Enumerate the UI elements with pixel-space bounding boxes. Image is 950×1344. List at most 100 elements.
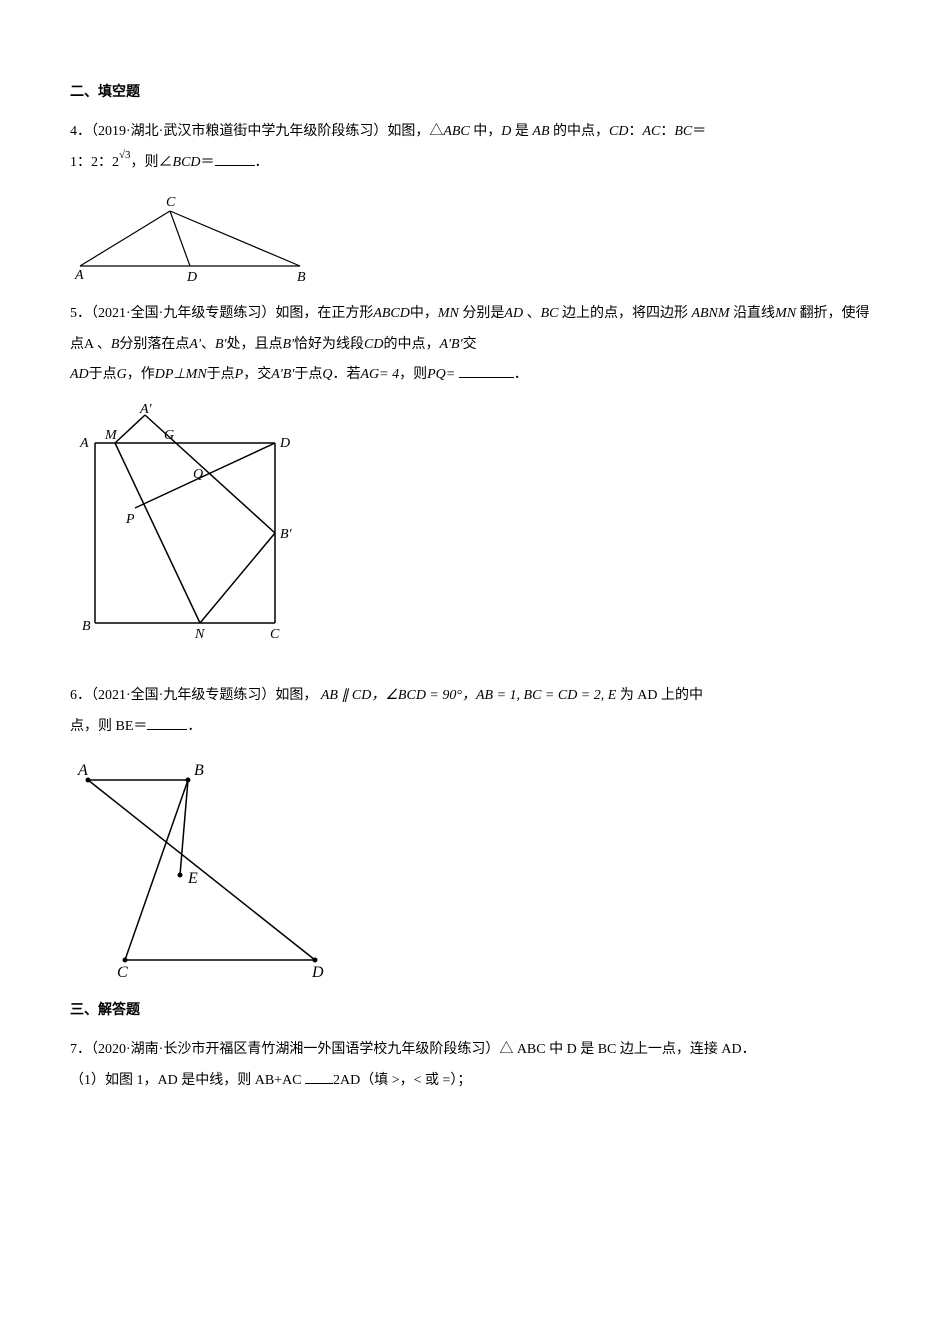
problem-5-t19: ．若 <box>332 367 360 382</box>
problem-5-source: （2021·全国·九年级专题练习）如图，在正方形 <box>91 306 373 321</box>
problem-5-perp: ⊥ <box>173 367 185 382</box>
p6-label-a: A <box>77 762 88 779</box>
p5-label-g: G <box>164 428 174 443</box>
problem-5-p: P <box>235 367 244 382</box>
problem-4-figure: A D B C <box>70 191 880 281</box>
problem-6-text: 6．（2021·全国·九年级专题练习）如图， AB ∥ CD，∠BCD = 90… <box>70 681 880 743</box>
p6-label-c: C <box>117 964 128 980</box>
problem-5-t17: ，交 <box>243 367 271 382</box>
problem-4-t5: ，则∠ <box>131 155 173 170</box>
problem-5-abnm: ABNM <box>691 306 729 321</box>
problem-4-c2: ： <box>660 124 674 139</box>
problem-5-t15: ，作 <box>127 367 155 382</box>
problem-7-text: 7．（2020·湖南·长沙市开福区青竹湖湘一外国语学校九年级阶段练习）△ ABC… <box>70 1035 880 1097</box>
p6-label-e: E <box>187 870 198 887</box>
problem-6-t1: 为 AD 上的中 <box>620 688 703 703</box>
problem-5-blank <box>459 364 514 378</box>
problem-5-pq: PQ <box>427 367 446 382</box>
problem-7-number: 7． <box>70 1042 91 1057</box>
problem-5-period: ． <box>514 367 528 382</box>
problem-5-t20: ，则 <box>399 367 427 382</box>
problem-4-period: ． <box>255 155 269 170</box>
problem-5-t8: 分别落在点 <box>119 337 189 352</box>
problem-7-blank <box>305 1070 333 1084</box>
problem-4-bcd: BCD <box>173 155 201 170</box>
problem-4-t3: 是 <box>511 124 532 139</box>
problem-4-number: 4． <box>70 124 91 139</box>
problem-5-cd: CD <box>364 337 383 352</box>
problem-5-t11: 恰好为线段 <box>294 337 364 352</box>
problem-5-t4: 边上的点，将四边形 <box>558 306 688 321</box>
problem-5-bprime2: B' <box>283 337 295 352</box>
p5-label-p: P <box>125 512 135 527</box>
p6-label-d: D <box>311 964 324 980</box>
problem-5-dp: DP <box>155 367 174 382</box>
problem-5-number: 5． <box>70 306 91 321</box>
p5-label-c: C <box>270 627 280 642</box>
problem-6-number: 6． <box>70 688 91 703</box>
section-3-title: 三、解答题 <box>70 998 880 1023</box>
problem-5-bc: BC <box>541 306 559 321</box>
label-a: A <box>74 268 84 281</box>
problem-5-abcd: ABCD <box>373 306 410 321</box>
problem-5: 5．（2021·全国·九年级专题练习）如图，在正方形ABCD中，MN 分别是AD… <box>70 299 880 663</box>
problem-4-abc: ABC <box>443 124 469 139</box>
problem-5-t16: 于点 <box>207 367 235 382</box>
problem-7: 7．（2020·湖南·长沙市开福区青竹湖湘一外国语学校九年级阶段练习）△ ABC… <box>70 1035 880 1097</box>
p5-label-b: B <box>82 619 91 634</box>
p5-label-n: N <box>194 627 205 642</box>
problem-4-t4: 的中点， <box>550 124 610 139</box>
problem-5-mn3: MN <box>186 367 207 382</box>
problem-5-mn2: MN <box>775 306 796 321</box>
problem-4-sqrt: √3 <box>119 149 131 161</box>
problem-5-ad: AD <box>504 306 523 321</box>
problem-7-part1-tail: 2AD（填 >，< 或 =）； <box>333 1073 471 1088</box>
problem-5-t2: 分别是 <box>459 306 505 321</box>
problem-4-ac: AC <box>642 124 660 139</box>
problem-5-t9: 、 <box>201 337 215 352</box>
problem-5-aprimebprime2: A'B' <box>271 367 294 382</box>
problem-6-cond: AB ∥ CD，∠BCD = 90°，AB = 1, BC = CD = 2, … <box>321 688 616 703</box>
problem-4-eq: ＝ <box>692 124 706 139</box>
problem-5-a: A <box>84 337 93 352</box>
problem-5-text: 5．（2021·全国·九年级专题练习）如图，在正方形ABCD中，MN 分别是AD… <box>70 299 880 391</box>
problem-6-blank <box>147 716 187 730</box>
p5-label-q: Q <box>193 467 203 482</box>
p5-label-aprime: A' <box>139 403 153 417</box>
problem-4-blank <box>215 152 255 166</box>
problem-4-source: （2019·湖北·武汉市粮道街中学九年级阶段练习）如图， <box>91 124 429 139</box>
problem-7-source: （2020·湖南·长沙市开福区青竹湖湘一外国语学校九年级阶段练习）△ ABC 中… <box>91 1042 756 1057</box>
problem-4-c1: ： <box>628 124 642 139</box>
problem-6-period: ． <box>187 719 201 734</box>
problem-7-part1-label: （1）如图 1，AD 是中线，则 AB+AC <box>70 1073 305 1088</box>
problem-5-t18: 于点 <box>294 367 322 382</box>
problem-6-figure: A B C D E <box>70 755 880 980</box>
problem-6-t2: 点，则 BE＝ <box>70 719 147 734</box>
problem-5-mn: MN <box>438 306 459 321</box>
problem-4-tri: △ <box>429 124 443 139</box>
label-c: C <box>166 195 176 210</box>
problem-5-figure: A D B C A' M G Q P B' N <box>70 403 880 663</box>
problem-6-source: （2021·全国·九年级专题练习）如图， <box>91 688 317 703</box>
problem-5-ag: AG <box>360 367 379 382</box>
problem-5-t13: 交 <box>463 337 477 352</box>
problem-5-q: Q <box>322 367 332 382</box>
p5-label-a: A <box>79 436 89 451</box>
problem-5-t10: 处，且点 <box>227 337 283 352</box>
problem-4-ratio: 1：2：2 <box>70 155 119 170</box>
problem-6: 6．（2021·全国·九年级专题练习）如图， AB ∥ CD，∠BCD = 90… <box>70 681 880 980</box>
problem-4: 4．（2019·湖北·武汉市粮道街中学九年级阶段练习）如图，△ABC 中，D 是… <box>70 117 880 281</box>
problem-4-t2: 中， <box>470 124 502 139</box>
problem-5-aprimebprime: A'B' <box>440 337 463 352</box>
problem-4-d: D <box>501 124 511 139</box>
p5-label-bprime: B' <box>280 527 293 542</box>
problem-5-bprime: B' <box>215 337 227 352</box>
problem-4-cd: CD <box>609 124 628 139</box>
p6-label-b: B <box>194 762 204 779</box>
problem-5-t3: 、 <box>523 306 541 321</box>
problem-5-t7: 、 <box>93 337 111 352</box>
problem-4-t6: ＝ <box>201 155 215 170</box>
problem-5-aprime: A' <box>189 337 201 352</box>
problem-4-bc: BC <box>674 124 692 139</box>
p5-label-m: M <box>104 428 118 443</box>
